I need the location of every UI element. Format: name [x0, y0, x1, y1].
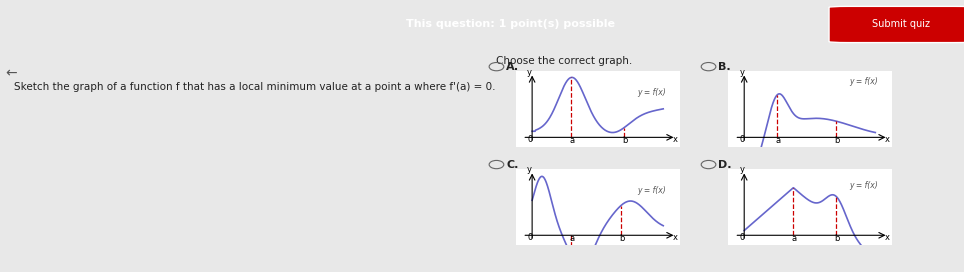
- Text: b: b: [619, 234, 625, 243]
- Text: A.: A.: [506, 62, 520, 72]
- Text: x: x: [885, 135, 890, 144]
- Text: b: b: [623, 136, 628, 145]
- Text: a: a: [570, 234, 575, 243]
- Text: y = f(x): y = f(x): [849, 181, 878, 190]
- Text: 0: 0: [739, 135, 744, 144]
- Text: 0: 0: [739, 233, 744, 242]
- Text: y: y: [739, 67, 744, 76]
- Text: a: a: [791, 234, 797, 243]
- Text: Submit quiz: Submit quiz: [872, 20, 930, 29]
- Text: b: b: [835, 136, 840, 145]
- Text: a: a: [775, 136, 781, 145]
- Text: 0: 0: [527, 233, 532, 242]
- Text: Sketch the graph of a function f that has a local minimum value at a point a whe: Sketch the graph of a function f that ha…: [14, 82, 495, 92]
- Text: y: y: [527, 67, 532, 76]
- Text: 0: 0: [527, 135, 532, 144]
- Text: C.: C.: [506, 160, 519, 169]
- Text: This question: 1 point(s) possible: This question: 1 point(s) possible: [407, 20, 615, 29]
- Text: ←: ←: [5, 67, 16, 81]
- Text: x: x: [885, 233, 890, 242]
- Text: x: x: [673, 135, 678, 144]
- Text: Choose the correct graph.: Choose the correct graph.: [496, 56, 632, 66]
- Text: B.: B.: [718, 62, 731, 72]
- Text: y: y: [527, 165, 532, 174]
- FancyBboxPatch shape: [829, 6, 964, 43]
- Text: D.: D.: [718, 160, 732, 169]
- Text: y = f(x): y = f(x): [637, 88, 666, 97]
- Text: a: a: [570, 136, 575, 145]
- Text: b: b: [835, 234, 840, 243]
- Text: y = f(x): y = f(x): [637, 186, 666, 195]
- Text: x: x: [673, 233, 678, 242]
- Text: y = f(x): y = f(x): [849, 77, 878, 86]
- Text: y: y: [739, 165, 744, 174]
